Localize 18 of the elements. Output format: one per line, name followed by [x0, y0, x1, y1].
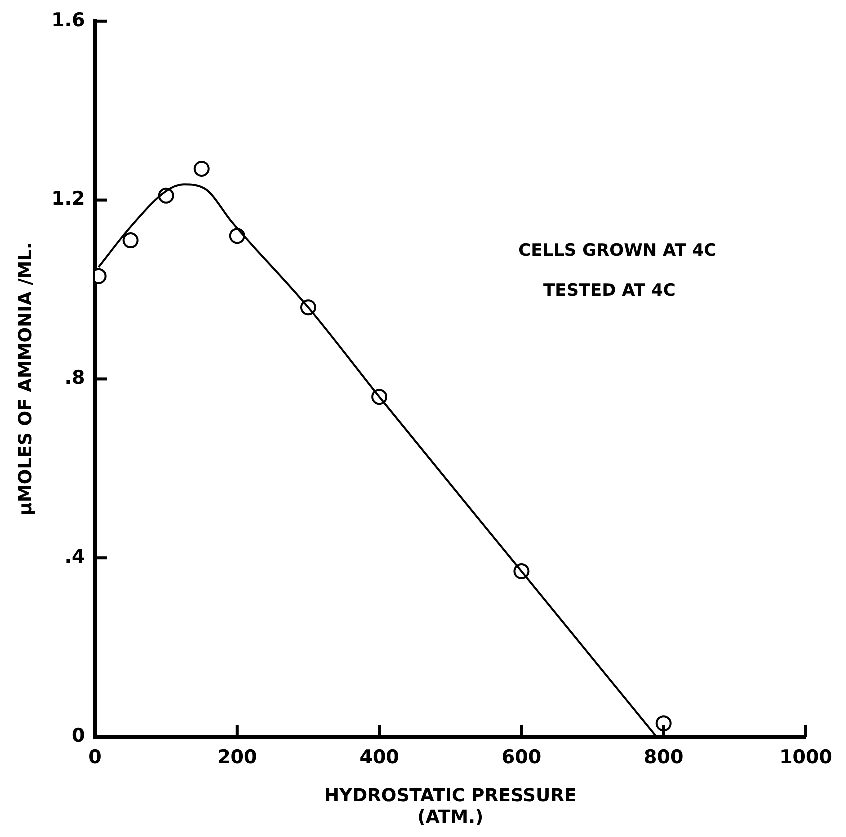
y-tick-label: 0: [72, 724, 86, 747]
point: [122, 232, 139, 249]
point: [194, 160, 210, 177]
x-tick-label: 800: [644, 746, 684, 768]
x-tick-label: 200: [218, 746, 258, 768]
x-tick-label: 400: [360, 746, 400, 768]
y-axis-title: μMOLES OF AMMONIA /ML.: [15, 242, 36, 516]
point: [656, 716, 672, 732]
y-tick-label: 1.2: [52, 188, 86, 210]
x-tick-label: 0: [88, 746, 102, 768]
annotation: TESTED AT 4C: [543, 280, 676, 301]
y-tick-label: .8: [64, 367, 86, 390]
x-tick-label: 1000: [780, 746, 832, 768]
x-axis-title: HYDROSTATIC PRESSURE (ATM.): [324, 785, 577, 828]
y-tick-label: .4: [64, 546, 86, 568]
y-tick-label: 1.6: [52, 9, 86, 32]
annotation: CELLS GROWN AT 4C: [518, 240, 717, 261]
x-tick-label: 600: [502, 746, 542, 768]
